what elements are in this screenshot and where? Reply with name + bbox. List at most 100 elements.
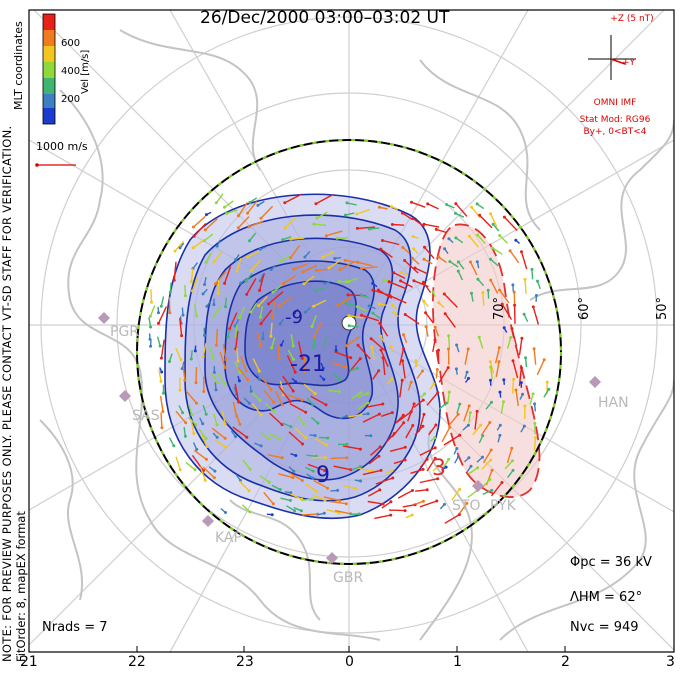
velocity-vector-origin [223, 436, 227, 440]
velocity-vector-origin [490, 400, 493, 404]
velocity-vector [251, 402, 262, 416]
velocity-vector-origin [443, 312, 447, 316]
velocity-vector-origin [313, 434, 317, 437]
velocity-vector-origin [202, 390, 206, 393]
velocity-vector [252, 358, 260, 372]
velocity-vector-origin [178, 388, 182, 392]
velocity-vector-origin [389, 513, 393, 517]
velocity-vector [175, 410, 187, 424]
velocity-vector-origin [172, 444, 176, 448]
velocity-vector-origin [490, 246, 494, 250]
velocity-vector-origin [447, 347, 450, 351]
velocity-vector-origin [356, 343, 360, 347]
velocity-vector-origin [311, 476, 315, 480]
velocity-vector-origin [344, 502, 348, 506]
velocity-vector-origin [245, 292, 249, 296]
velocity-vector-origin [377, 369, 381, 373]
velocity-vector [191, 454, 204, 471]
velocity-vector-origin [201, 292, 205, 296]
velocity-vector-origin [223, 422, 227, 426]
velocity-vector-origin [278, 322, 282, 326]
velocity-vector [468, 467, 478, 475]
velocity-vector [278, 385, 291, 402]
velocity-vector-origin [180, 334, 184, 338]
velocity-vector [507, 469, 514, 479]
velocity-vector-origin [312, 335, 316, 339]
velocity-vector-origin [288, 399, 292, 403]
velocity-vector-origin [401, 211, 404, 215]
velocity-vector-origin [223, 382, 227, 385]
velocity-vector-origin [520, 250, 523, 254]
velocity-vector [404, 259, 419, 274]
imf-condition: By+, 0<BT<4 [583, 127, 647, 137]
velocity-vector-origin [456, 412, 460, 416]
velocity-vector [270, 337, 276, 349]
velocity-vector [532, 306, 540, 325]
velocity-vector-origin [434, 423, 438, 427]
velocity-vector-origin [310, 497, 314, 501]
velocity-vector-origin [291, 476, 295, 480]
contour-label-3: 3 [432, 456, 446, 481]
velocity-vector [215, 328, 218, 346]
velocity-vector [512, 360, 519, 379]
velocity-vector-origin [355, 305, 359, 309]
velocity-vector-origin [162, 391, 165, 395]
velocity-vector [158, 368, 162, 382]
velocity-vector [411, 201, 426, 208]
velocity-vector [313, 299, 327, 307]
velocity-vector-origin [458, 487, 462, 491]
velocity-vector [297, 341, 303, 359]
velocity-vector-origin [522, 424, 526, 428]
velocity-vector-origin [259, 444, 263, 448]
velocity-vector [236, 348, 239, 362]
velocity-vector-origin [381, 502, 385, 506]
velocity-vector [524, 279, 527, 294]
velocity-vector [443, 293, 458, 308]
velocity-vector-origin [358, 447, 362, 451]
velocity-vector [224, 200, 234, 208]
velocity-vector-origin [448, 425, 452, 429]
velocity-vector [357, 392, 368, 398]
velocity-vector [226, 209, 238, 215]
velocity-vector-origin [313, 392, 317, 396]
velocity-vector [290, 334, 294, 347]
velocity-vector-origin [466, 423, 470, 427]
velocity-vector-origin [289, 256, 293, 260]
velocity-vector [303, 275, 315, 285]
velocity-vector-origin [272, 409, 276, 413]
mlt-tick-22: 22 [128, 654, 146, 670]
velocity-vector-origin [390, 223, 394, 226]
cross-polar-potential: Φpc = 36 kV [570, 555, 652, 570]
velocity-vector-origin [391, 476, 395, 480]
velocity-vector-origin [454, 367, 458, 371]
velocity-vector-origin [338, 378, 342, 382]
velocity-vector-origin [281, 238, 285, 242]
velocity-vector-origin [159, 356, 163, 360]
velocity-vector [260, 432, 270, 440]
velocity-vector-origin [301, 442, 304, 446]
velocity-vector-origin [366, 401, 370, 405]
velocity-vector-origin [224, 445, 228, 449]
velocity-vector [219, 351, 226, 368]
scale-vector-label: 1000 m/s [36, 140, 88, 153]
velocity-vector-origin [338, 499, 342, 503]
velocity-vector [315, 194, 333, 205]
velocity-vector-origin [214, 282, 217, 286]
velocity-vector-origin [205, 445, 209, 449]
velocity-vector-origin [490, 468, 494, 472]
mlt-tick-0: 0 [345, 654, 354, 670]
velocity-vector [478, 336, 484, 349]
velocity-vector [456, 403, 461, 414]
velocity-vector-origin [277, 304, 281, 308]
velocity-vector [198, 428, 207, 440]
velocity-vector [269, 433, 280, 440]
velocity-vector [148, 317, 152, 328]
velocity-vector [400, 280, 413, 288]
velocity-vector-origin [172, 278, 176, 282]
velocity-vector [215, 193, 224, 204]
velocity-vector [315, 437, 327, 446]
velocity-vector-origin [192, 432, 196, 435]
velocity-vector-origin [181, 313, 185, 317]
velocity-vector-origin [531, 305, 535, 309]
velocity-vector [374, 514, 391, 520]
